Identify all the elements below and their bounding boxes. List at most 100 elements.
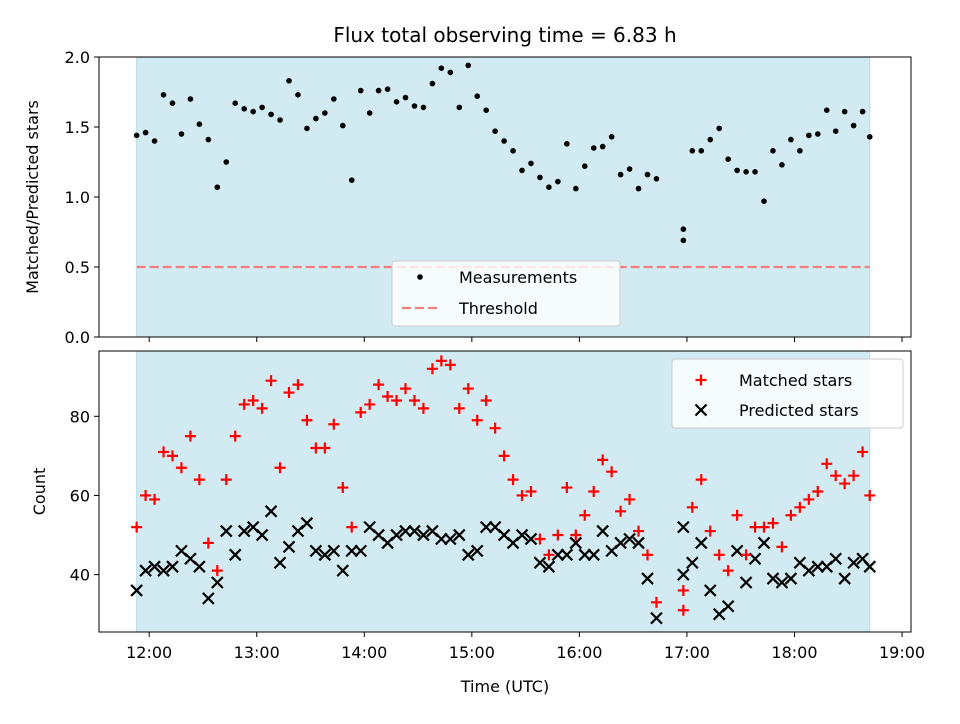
- predicted-star-point: [219, 524, 233, 538]
- predicted-star-point: [318, 548, 332, 562]
- predicted-star-point: [130, 584, 143, 597]
- measurement-point: [429, 80, 436, 87]
- matched-star-point: [256, 402, 268, 414]
- legend-matched-marker: [695, 374, 707, 386]
- ratio-legend: Measurements Threshold: [391, 260, 621, 327]
- legend-matched-label: Matched stars: [739, 371, 852, 390]
- matched-star-point: [830, 470, 842, 482]
- matched-star-point: [471, 414, 483, 426]
- predicted-star-point: [632, 536, 645, 550]
- measurement-point: [232, 100, 239, 106]
- measurement-point: [707, 136, 714, 143]
- measurement-point: [447, 69, 454, 76]
- predicted-star-point: [399, 524, 412, 538]
- predicted-star-point: [470, 544, 484, 558]
- measurement-point: [187, 96, 194, 102]
- matched-star-point: [193, 474, 205, 486]
- measurement-point: [357, 87, 364, 94]
- predicted-star-point: [255, 528, 269, 542]
- measurement-point: [823, 107, 830, 113]
- predicted-star-point: [802, 564, 816, 577]
- matched-star-point: [319, 442, 331, 454]
- predicted-star-point: [148, 560, 161, 573]
- predicted-star-point: [354, 544, 367, 558]
- measurement-point: [519, 167, 525, 174]
- measurement-point: [734, 167, 740, 174]
- count-panel: 40 60 80 12:00 13:00 14:00 15:00 16:00 17:00 18:0…: [30, 350, 925, 696]
- matched-star-point: [498, 450, 510, 462]
- measurement-point: [402, 94, 409, 101]
- matched-star-point: [346, 521, 358, 533]
- count-legend: Matched stars Predicted stars: [671, 358, 904, 429]
- matched-star-point: [864, 489, 876, 501]
- time-x-axis-label: Time (UTC): [460, 677, 549, 696]
- measurement-point: [160, 92, 167, 98]
- measurement-point: [866, 134, 873, 140]
- measurement-point: [581, 163, 588, 169]
- matched-star-point: [740, 549, 752, 561]
- predicted-star-point: [863, 560, 877, 573]
- legend-threshold-label: Threshold: [458, 299, 538, 318]
- measurement-point: [295, 92, 301, 98]
- legend-measurements-label: Measurements: [459, 268, 577, 287]
- matched-star-point: [704, 525, 716, 537]
- predicted-star-point: [193, 560, 206, 573]
- ratio-y-tick-label: 1.5: [65, 118, 90, 137]
- predicted-star-point: [237, 524, 251, 538]
- matched-star-point: [839, 478, 851, 490]
- predicted-star-point: [211, 576, 224, 589]
- predicted-star-point: [202, 592, 215, 605]
- time-x-tick-label: 19:00: [879, 643, 925, 662]
- matched-star-point: [776, 541, 788, 553]
- measurement-point: [375, 87, 382, 94]
- predicted-star-point: [838, 572, 851, 585]
- matched-star-point: [453, 402, 465, 414]
- matched-star-point: [408, 394, 420, 406]
- predicted-star-point: [650, 611, 663, 625]
- count-plot-frame: [98, 350, 912, 633]
- measurement-point: [617, 171, 624, 178]
- matched-star-point: [274, 462, 286, 474]
- measurement-point: [151, 138, 158, 144]
- predicted-star-point: [614, 536, 627, 550]
- count-legend-box: [671, 358, 904, 429]
- matched-star-point: [812, 486, 824, 497]
- matched-star-point: [561, 482, 573, 494]
- predicted-star-point: [282, 540, 296, 554]
- matched-star-point: [426, 363, 438, 375]
- measurement-point: [716, 125, 723, 132]
- measurement-point: [393, 99, 400, 105]
- matched-star-point: [175, 462, 187, 474]
- matched-star-point: [758, 521, 770, 533]
- measurement-point: [850, 122, 857, 129]
- matched-star-point: [229, 430, 241, 442]
- predicted-star-point: [461, 548, 475, 562]
- predicted-star-point: [721, 599, 735, 613]
- measurement-point: [223, 159, 230, 165]
- measurement-point: [205, 136, 212, 143]
- matched-star-point: [543, 549, 555, 561]
- matched-star-point: [391, 394, 403, 406]
- measurement-point: [841, 108, 848, 115]
- matched-star-point: [166, 450, 178, 462]
- matched-star-point: [803, 493, 815, 505]
- matched-star-point: [633, 525, 645, 537]
- predicted-star-point: [524, 532, 538, 546]
- predicted-star-point: [587, 548, 601, 562]
- measurement-point: [599, 143, 606, 150]
- time-x-tick-label: 13:00: [234, 643, 280, 662]
- matched-star-point: [615, 505, 627, 517]
- predicted-star-point: [390, 528, 403, 542]
- ratio-panel: 0.00.51.01.52.0 Matched/Predicted stars …: [23, 48, 912, 347]
- ratio-y-tick-label: 0.5: [65, 258, 90, 277]
- matched-star-point: [400, 383, 412, 395]
- matched-star-point: [722, 565, 734, 577]
- measurement-point: [698, 148, 705, 154]
- measurement-point: [465, 62, 472, 69]
- measurement-points: [133, 62, 873, 244]
- measurement-point: [608, 134, 615, 140]
- measurement-point: [743, 169, 749, 175]
- legend-predicted-marker: [694, 403, 708, 417]
- legend-predicted-label: Predicted stars: [739, 401, 859, 420]
- time-x-tick-label: 15:00: [449, 643, 495, 662]
